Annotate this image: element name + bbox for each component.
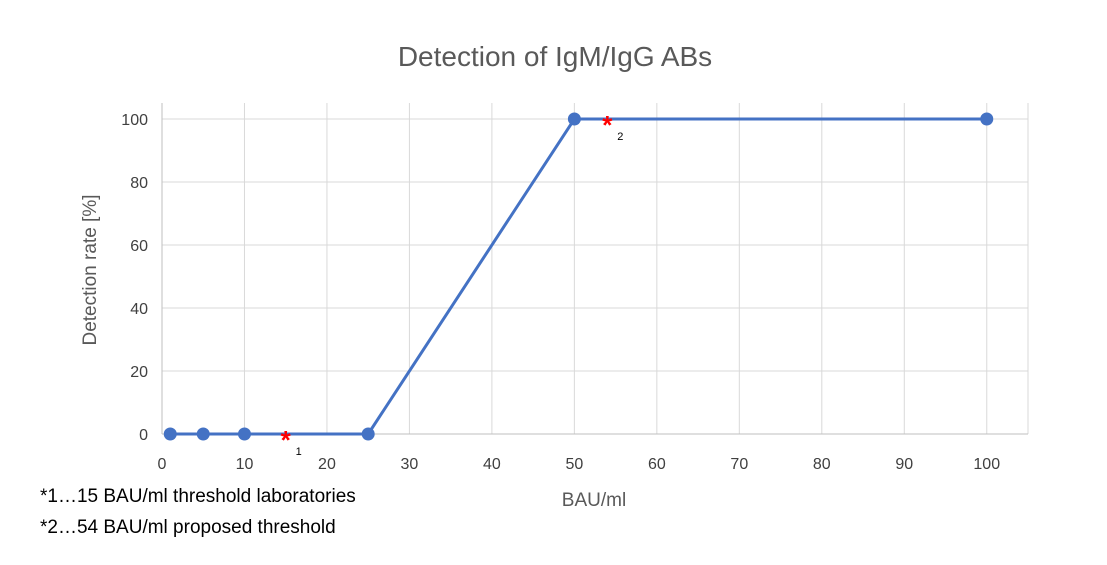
y-tick-label: 20 [130, 364, 148, 381]
x-tick-label: 30 [401, 456, 419, 473]
y-tick-labels: 0 20 40 60 80 100 [121, 112, 148, 444]
series [163, 112, 994, 441]
x-tick-label: 50 [565, 456, 583, 473]
footnote-1: *1…15 BAU/ml threshold laboratories [40, 486, 356, 507]
annotation-star: * [602, 110, 613, 140]
x-tick-label: 0 [158, 456, 167, 473]
annotations: * 1 * 2 [281, 110, 624, 458]
x-tick-label: 90 [895, 456, 913, 473]
y-tick-label: 80 [130, 175, 148, 192]
x-tick-label: 20 [318, 456, 336, 473]
annotation-star: * [281, 425, 292, 455]
y-axis-label: Detection rate [%] [80, 194, 101, 345]
x-tick-label: 60 [648, 456, 666, 473]
x-tick-label: 80 [813, 456, 831, 473]
annotation-label: 2 [617, 131, 623, 143]
y-tick-label: 100 [121, 112, 148, 129]
data-point [980, 112, 994, 126]
x-tick-labels: 0 10 20 30 40 50 60 70 80 90 100 [158, 456, 1001, 473]
annotation-label: 1 [296, 446, 302, 458]
data-point [237, 427, 251, 441]
axes [161, 103, 1028, 435]
chart-title: Detection of IgM/IgG ABs [398, 41, 712, 72]
series-line [170, 117, 987, 436]
y-tick-label: 0 [139, 427, 148, 444]
data-point [567, 112, 581, 126]
x-tick-label: 70 [730, 456, 748, 473]
data-point [361, 427, 375, 441]
data-point [196, 427, 210, 441]
gridlines [162, 103, 1029, 434]
y-tick-label: 60 [130, 238, 148, 255]
y-tick-label: 40 [130, 301, 148, 318]
data-point [163, 427, 177, 441]
footnote-2: *2…54 BAU/ml proposed threshold [40, 517, 336, 538]
x-tick-label: 40 [483, 456, 501, 473]
x-axis-label: BAU/ml [562, 490, 626, 511]
x-tick-label: 10 [236, 456, 254, 473]
x-tick-label: 100 [973, 456, 1000, 473]
